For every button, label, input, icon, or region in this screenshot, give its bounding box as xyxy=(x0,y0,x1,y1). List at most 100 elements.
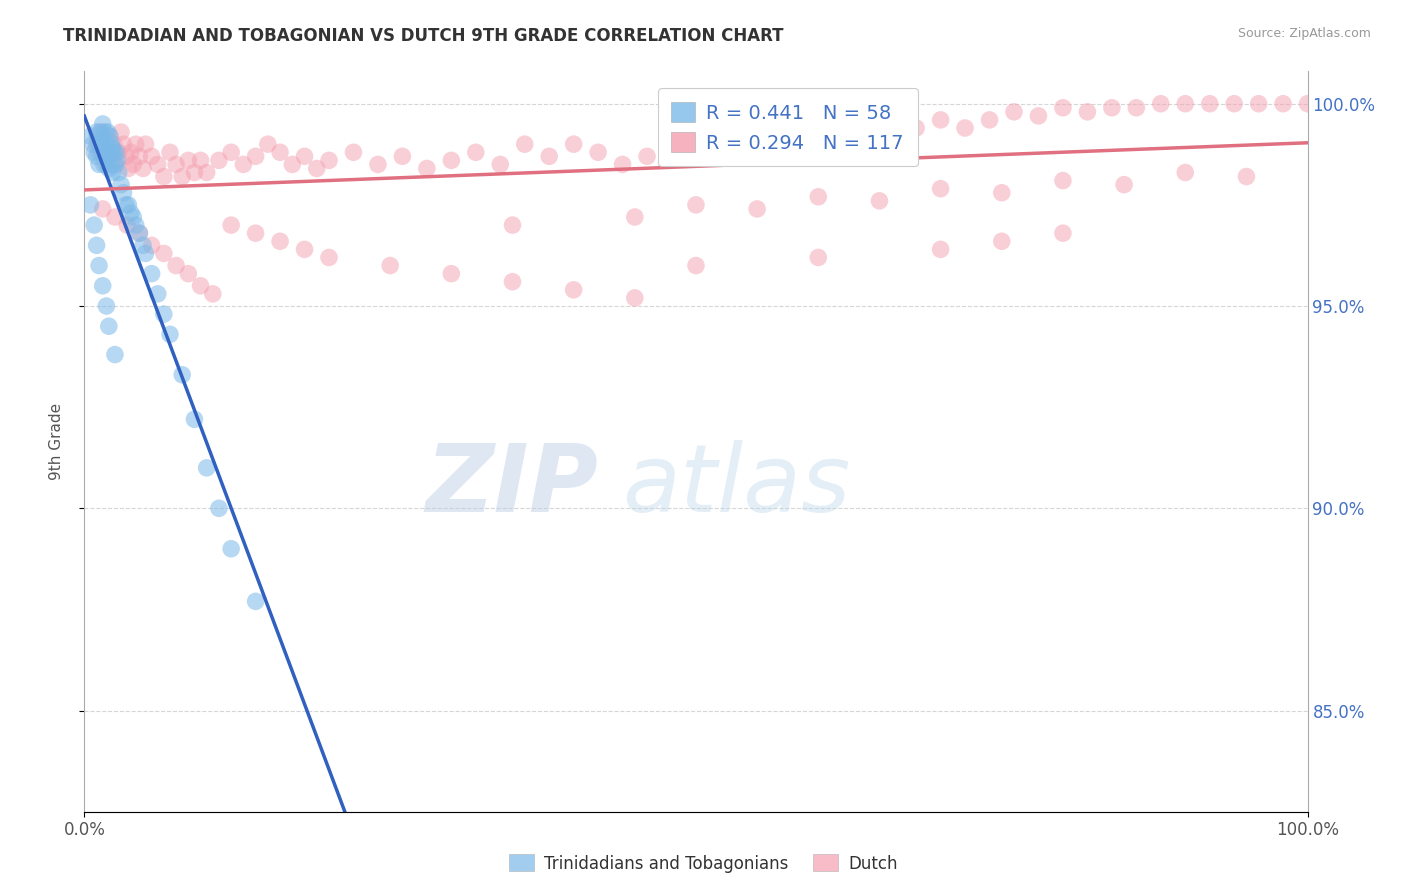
Point xyxy=(96,157,118,171)
Point xyxy=(132,161,155,176)
Point xyxy=(1101,101,1123,115)
Point xyxy=(172,368,194,382)
Point xyxy=(464,145,486,160)
Point xyxy=(219,541,242,556)
Point xyxy=(1174,96,1197,111)
Point xyxy=(172,169,194,184)
Point xyxy=(159,327,181,342)
Point xyxy=(245,594,267,608)
Point xyxy=(586,145,609,160)
Point xyxy=(190,278,212,293)
Point xyxy=(502,218,524,232)
Point xyxy=(96,149,118,163)
Point xyxy=(281,157,304,171)
Point xyxy=(141,267,163,281)
Point xyxy=(93,141,115,155)
Point xyxy=(120,145,142,160)
Point xyxy=(87,157,110,171)
Point xyxy=(1198,96,1220,111)
Point xyxy=(93,145,115,160)
Point xyxy=(342,145,364,160)
Point xyxy=(97,145,120,160)
Point xyxy=(105,157,128,171)
Point xyxy=(104,210,127,224)
Point xyxy=(153,169,176,184)
Point xyxy=(195,165,218,179)
Y-axis label: 9th Grade: 9th Grade xyxy=(49,403,63,480)
Point xyxy=(440,267,463,281)
Point xyxy=(135,137,157,152)
Point xyxy=(562,283,585,297)
Point xyxy=(79,129,101,144)
Point xyxy=(991,186,1014,200)
Point xyxy=(245,226,267,240)
Point xyxy=(856,120,879,135)
Point xyxy=(132,238,155,252)
Point xyxy=(391,149,413,163)
Legend: Trinidadians and Tobagonians, Dutch: Trinidadians and Tobagonians, Dutch xyxy=(502,847,904,880)
Point xyxy=(110,178,132,192)
Point xyxy=(709,125,731,139)
Point xyxy=(685,198,707,212)
Point xyxy=(93,157,115,171)
Point xyxy=(190,153,212,168)
Point xyxy=(489,157,512,171)
Point xyxy=(115,198,138,212)
Point xyxy=(201,286,224,301)
Point xyxy=(104,347,127,361)
Point xyxy=(219,218,242,232)
Point xyxy=(125,218,148,232)
Point xyxy=(636,149,658,163)
Point xyxy=(90,145,112,160)
Point xyxy=(146,286,169,301)
Point xyxy=(257,137,280,152)
Point xyxy=(232,157,254,171)
Point xyxy=(91,117,114,131)
Point xyxy=(104,157,127,171)
Point xyxy=(1052,173,1074,187)
Point xyxy=(96,137,118,152)
Point xyxy=(86,238,108,252)
Point xyxy=(100,157,122,171)
Point xyxy=(153,246,176,260)
Point xyxy=(97,319,120,334)
Point xyxy=(177,153,200,168)
Point xyxy=(91,202,114,216)
Point xyxy=(87,137,110,152)
Point xyxy=(869,194,891,208)
Point xyxy=(83,145,105,160)
Point xyxy=(89,125,111,139)
Point xyxy=(1150,96,1173,111)
Point xyxy=(115,149,138,163)
Point xyxy=(83,218,105,232)
Point xyxy=(153,307,176,321)
Point xyxy=(128,226,150,240)
Point xyxy=(112,186,135,200)
Point xyxy=(1125,101,1147,115)
Point xyxy=(165,259,187,273)
Point xyxy=(562,137,585,152)
Point xyxy=(112,137,135,152)
Point xyxy=(195,460,218,475)
Point xyxy=(98,129,121,144)
Point xyxy=(245,149,267,163)
Point xyxy=(685,133,707,147)
Point xyxy=(1076,104,1098,119)
Point xyxy=(318,153,340,168)
Point xyxy=(79,198,101,212)
Point xyxy=(105,153,128,168)
Point xyxy=(107,145,129,160)
Text: ZIP: ZIP xyxy=(425,440,598,532)
Point xyxy=(94,125,117,139)
Point xyxy=(125,137,148,152)
Point xyxy=(120,206,142,220)
Point xyxy=(86,137,108,152)
Text: Source: ZipAtlas.com: Source: ZipAtlas.com xyxy=(1237,27,1371,40)
Point xyxy=(880,112,903,127)
Point xyxy=(117,198,139,212)
Point xyxy=(1296,96,1319,111)
Point xyxy=(380,259,402,273)
Point xyxy=(96,299,118,313)
Point xyxy=(929,243,952,257)
Point xyxy=(159,145,181,160)
